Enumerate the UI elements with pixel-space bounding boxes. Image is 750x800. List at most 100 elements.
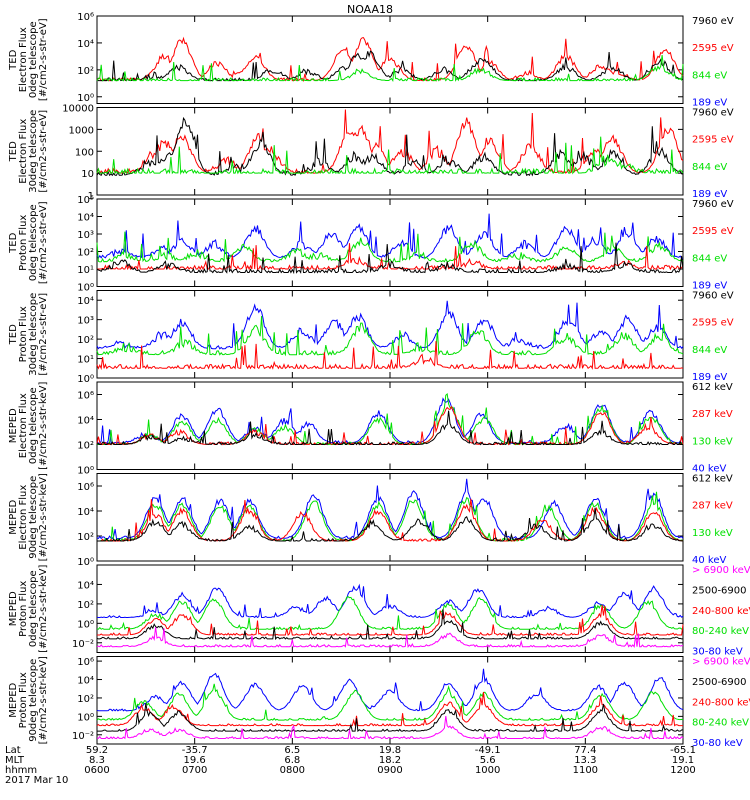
y-axis-label-line: 90deg telescope: [28, 476, 39, 559]
panel-8: 10⁻² 10⁰ 10² 10⁴ 10⁶ MEPEDProton Flux90deg te…: [8, 656, 750, 749]
footer-value: 8.3: [89, 755, 105, 766]
footer-value: 0700: [182, 765, 207, 776]
y-axis-label-line: 0deg telescope: [28, 21, 39, 98]
y-tick-label: 10⁶: [77, 12, 94, 23]
series-line: [97, 491, 684, 542]
legend-entry: 2595 eV: [692, 226, 734, 237]
footer-value: 19.1: [672, 755, 694, 766]
series-line: [96, 596, 684, 631]
footer-value: 0600: [84, 765, 109, 776]
legend-entry: 189 eV: [692, 98, 727, 109]
series-line: [96, 231, 684, 263]
y-axis-label-line: 30deg telescope: [28, 293, 39, 376]
footer-value: 19.8: [379, 745, 401, 756]
legend-entry: 130 keV: [692, 528, 733, 539]
series-line: [96, 583, 684, 619]
y-axis-label-line: Electron Flux: [18, 119, 29, 184]
footer-row-label: hhmm: [5, 765, 37, 776]
y-tick-label: 10¹: [77, 355, 94, 366]
series-line: [96, 54, 684, 83]
legend-entry: > 6900 keV: [692, 565, 750, 576]
series-line: [96, 410, 684, 446]
y-tick-label: 10⁰: [77, 557, 94, 568]
y-axis-label: TEDElectron Flux0deg telescope[#/cm2-s-s…: [8, 18, 49, 101]
y-tick-label: 10⁴: [77, 39, 94, 50]
y-axis-label-line: Proton Flux: [18, 215, 29, 271]
footer-value: -49.1: [475, 745, 501, 756]
y-tick-label: 10⁰: [77, 374, 94, 385]
legend-entry: 2500-6900: [692, 677, 747, 688]
series-line: [96, 136, 684, 175]
legend-entry: 240-800 keV: [692, 697, 750, 708]
footer-value: 0800: [280, 765, 305, 776]
y-tick-label: 10²: [77, 335, 94, 346]
footer-value: -65.1: [670, 745, 696, 756]
y-tick-label: 10²: [77, 248, 94, 259]
legend-entry: 40 keV: [692, 555, 726, 566]
legend-entry: 7960 eV: [692, 16, 734, 27]
footer-value: 59.2: [86, 745, 108, 756]
y-axis-label-line: [#/cm2-s-str-keV]: [38, 565, 49, 653]
legend-entry: 287 keV: [692, 501, 733, 512]
y-axis-label-line: [#/cm2-s-str-eV]: [38, 110, 49, 193]
legend-entry: 30-80 keV: [692, 738, 743, 749]
legend-entry: 80-240 keV: [692, 626, 749, 637]
footer-value: 13.3: [574, 755, 596, 766]
y-axis-label-line: 0deg telescope: [28, 387, 39, 464]
y-tick-label: 10⁻²: [72, 639, 94, 650]
footer-value: 18.2: [379, 755, 401, 766]
series-line: [96, 691, 683, 727]
legend-entry: 612 keV: [692, 474, 733, 485]
y-axis-label-line: Proton Flux: [18, 306, 29, 362]
footer-value: -35.7: [182, 745, 208, 756]
y-tick-label: 10²: [77, 532, 94, 543]
y-tick-label: 10²: [77, 694, 94, 705]
legend-entry: 40 keV: [692, 464, 726, 475]
panel-2: 1 10 100 1000 10000 TEDElectron Flux30deg tel…: [8, 104, 734, 203]
y-axis-label-line: Proton Flux: [18, 672, 29, 728]
footer-date: 2017 Mar 10: [5, 775, 68, 786]
y-axis-label-line: Electron Flux: [18, 393, 29, 458]
legend-entry: 612 keV: [692, 382, 733, 393]
panel-5: 10⁰ 10² 10⁴ 10⁶ MEPEDElectron Flux0deg teles…: [8, 381, 733, 477]
y-axis-label-line: TED: [8, 49, 19, 70]
y-axis-label-line: MEPED: [8, 682, 19, 717]
panel-frame: [96, 107, 684, 196]
legend-entry: 189 eV: [692, 189, 727, 200]
series-line: [96, 609, 683, 641]
y-tick-label: 10³: [77, 230, 94, 241]
footer-value: 19.6: [184, 755, 206, 766]
y-axis-label: MEPEDProton Flux90deg telescope[#/cm2-s-…: [8, 656, 49, 744]
y-tick-label: 10000: [62, 104, 94, 115]
chart-title: NOAA18: [347, 3, 393, 16]
legend-entry: 80-240 keV: [692, 718, 749, 729]
y-axis-label-line: 90deg telescope: [28, 659, 39, 742]
y-tick-label: 1000: [69, 125, 94, 136]
series-line: [96, 36, 684, 82]
y-tick-label: 10⁴: [77, 296, 94, 307]
legend-entry: 189 eV: [692, 372, 727, 383]
y-axis-label-line: TED: [8, 141, 19, 162]
series-line: [96, 213, 684, 260]
y-tick-label: 10⁰: [77, 93, 94, 104]
legend-entry: 130 keV: [692, 436, 733, 447]
y-axis-label-line: [#/cm2-s-str-keV]: [38, 382, 49, 470]
y-tick-label: 10⁶: [77, 391, 94, 402]
series-line: [97, 703, 684, 733]
y-tick-label: 10¹: [77, 265, 94, 276]
legend-entry: 2500-6900: [692, 585, 747, 596]
footer-value: 6.5: [284, 745, 300, 756]
panel-6: 10⁰ 10² 10⁴ 10⁶ MEPEDElectron Flux90deg tele…: [8, 473, 733, 568]
y-axis-label-line: [#/cm2-s-str-eV]: [38, 293, 49, 376]
y-axis-label-line: TED: [8, 324, 19, 345]
y-axis-label-line: MEPED: [8, 499, 19, 534]
y-axis-label-line: 30deg telescope: [28, 110, 39, 193]
footer-value: 1200: [670, 765, 695, 776]
legend-entry: 189 eV: [692, 281, 727, 292]
y-axis-label-line: Electron Flux: [18, 27, 29, 92]
y-axis-label: TEDProton Flux0deg telescope[#/cm2-s-str…: [8, 201, 49, 284]
legend-entry: 7960 eV: [692, 108, 734, 119]
panel-frame: [96, 473, 684, 562]
y-axis-label: TEDProton Flux30deg telescope[#/cm2-s-st…: [8, 293, 49, 376]
footer-value: 6.8: [284, 755, 300, 766]
